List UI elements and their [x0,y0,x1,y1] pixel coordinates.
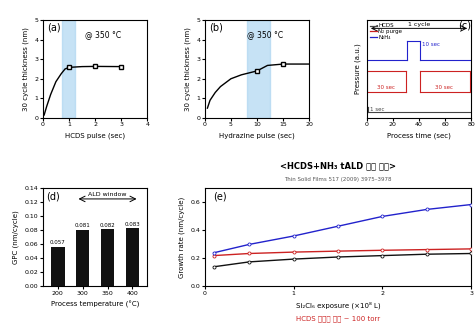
Text: (e): (e) [213,191,227,201]
Text: 1 sec: 1 sec [370,107,385,112]
Bar [126,228,139,286]
Bar [76,230,89,286]
Bar [247,20,270,118]
Text: 0.081: 0.081 [75,223,90,228]
Text: (a): (a) [47,23,60,33]
Y-axis label: 30 cycle thickness (nm): 30 cycle thickness (nm) [23,27,29,111]
Y-axis label: 30 cycle thickness (nm): 30 cycle thickness (nm) [185,27,191,111]
X-axis label: Si₂Cl₆ exposure (×10⁸ L): Si₂Cl₆ exposure (×10⁸ L) [296,301,380,309]
Legend: HCDS, N₂ purge, N₂H₄: HCDS, N₂ purge, N₂H₄ [369,23,403,41]
Text: 10 sec: 10 sec [422,42,440,47]
Text: <HCDS+NH₃ tALD 문헌 보고>: <HCDS+NH₃ tALD 문헌 보고> [280,162,396,171]
Text: Thin Solid Films 517 (2009) 3975–3978: Thin Solid Films 517 (2009) 3975–3978 [284,176,392,181]
Text: 0.083: 0.083 [125,222,140,227]
Y-axis label: GPC (nm/cycle): GPC (nm/cycle) [13,210,20,264]
Text: 1 cycle: 1 cycle [408,22,430,27]
Bar [62,20,76,118]
X-axis label: Process temperature (°C): Process temperature (°C) [51,301,139,308]
Text: 30 sec: 30 sec [377,85,395,90]
Bar [101,229,114,286]
Bar [51,246,65,286]
Text: (c): (c) [457,21,471,31]
Text: ALD window: ALD window [88,192,127,197]
Text: (d): (d) [46,191,60,201]
X-axis label: Hydrazine pulse (sec): Hydrazine pulse (sec) [219,133,295,139]
Text: @ 350 °C: @ 350 °C [85,30,121,39]
Y-axis label: Pressure (a.u.): Pressure (a.u.) [355,44,361,94]
Text: 0.082: 0.082 [99,223,115,228]
Text: (b): (b) [209,23,223,33]
Text: 0.057: 0.057 [50,240,66,245]
X-axis label: HCDS pulse (sec): HCDS pulse (sec) [65,133,125,139]
Text: 30 sec: 30 sec [435,85,453,90]
Y-axis label: Growth rate (nm/cycle): Growth rate (nm/cycle) [178,197,185,278]
Text: @ 350 °C: @ 350 °C [248,30,284,39]
Text: HCDS 주입량 과다 ~ 100 torr: HCDS 주입량 과다 ~ 100 torr [296,316,380,322]
X-axis label: Process time (sec): Process time (sec) [387,133,451,139]
